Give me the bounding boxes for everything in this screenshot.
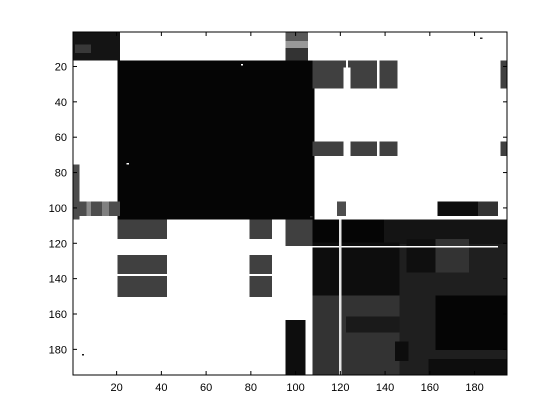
heatmap-block-10 [350,65,400,89]
heatmap-line-3 [249,274,273,276]
y-axis: 20 40 60 80 100 120 140 160 180 [49,61,507,356]
axes-box [72,31,508,376]
heatmap-block-27 [312,219,387,245]
heatmap-speck-4 [310,215,313,218]
heatmap-block-11 [500,67,507,89]
y-tick-label-180: 180 [49,344,67,356]
heatmap-block-40 [428,359,507,375]
heatmap-block-13 [350,141,400,156]
heatmap-block-8 [500,60,507,68]
heatmap-block-39 [395,341,409,361]
heatmap-block-3 [285,32,308,43]
heatmap-block-5 [285,47,308,61]
x-tick-label-160: 160 [421,382,439,394]
heatmap-block-6 [117,60,315,220]
heatmap-block-23 [477,201,499,216]
heatmap-line-1 [312,245,499,248]
y-tick-label-40: 40 [55,97,67,109]
heatmap-speck-2 [126,162,129,165]
heatmap-cells [73,32,507,375]
heatmap-block-30 [406,238,438,273]
heatmap-block-21 [336,201,346,216]
heatmap-block-9 [312,65,344,89]
heatmap-speck-1 [81,353,85,356]
y-tick-label-20: 20 [55,61,67,73]
x-tick-label-100: 100 [286,382,304,394]
heatmap-block-7 [312,60,400,68]
heatmap-block-4 [285,40,308,50]
y-tick-label-80: 80 [55,168,67,180]
heatmap-block-2 [75,44,91,54]
heatmap-speck-3 [240,63,244,66]
heatmap-block-25 [249,219,273,239]
heatmap-block-14 [500,141,507,156]
x-tick-label-140: 140 [376,382,394,394]
y-tick-label-160: 160 [49,309,67,321]
heatmap-block-35 [312,304,342,326]
heatmap-block-16 [73,201,89,216]
x-tick-label-80: 80 [245,382,257,394]
heatmap-block-38 [285,320,306,375]
heatmap-line-5 [397,32,400,220]
heatmap-line-4 [339,219,342,375]
y-tick-label-120: 120 [49,238,67,250]
heatmap-line-6 [345,60,349,156]
y-tick-label-100: 100 [49,203,67,215]
heatmap-block-31 [435,238,469,273]
heatmap-block-41 [285,219,313,246]
y-tick-label-60: 60 [55,132,67,144]
heatmap-block-18 [90,201,105,216]
x-tick-label-180: 180 [465,382,483,394]
x-tick-label-120: 120 [331,382,349,394]
heatmap-block-19 [102,201,112,216]
heatmap-line-2 [117,274,167,276]
heatmap-block-12 [312,141,344,156]
heatmap-block-36 [435,295,507,351]
heatmap-line-7 [377,60,380,156]
x-axis: 20 40 60 80 100 120 140 160 180 [110,32,484,394]
heatmap-block-15 [73,164,80,220]
x-tick-label-60: 60 [200,382,212,394]
heatmap-block-37 [345,316,400,333]
heatmap-block-17 [86,201,94,216]
y-tick-label-140: 140 [49,274,67,286]
x-tick-label-20: 20 [110,382,122,394]
heatmap-block-24 [117,219,167,239]
x-tick-label-40: 40 [155,382,167,394]
heatmap-speck-0 [480,37,483,40]
heatmap-block-29 [312,242,400,298]
heatmap-line-0 [164,244,252,246]
heatmap-block-20 [108,201,120,216]
